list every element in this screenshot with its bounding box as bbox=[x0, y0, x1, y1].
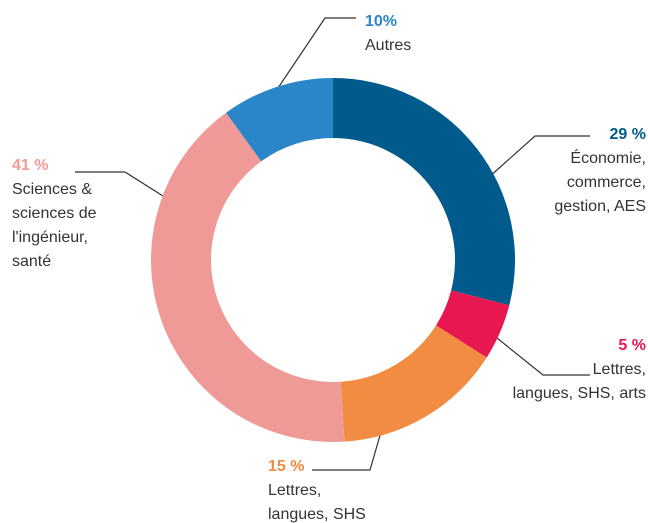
value-label: 5 % bbox=[618, 337, 646, 354]
leader-line bbox=[496, 337, 590, 376]
value-label: 41 % bbox=[12, 157, 48, 174]
value-label: 29 % bbox=[610, 126, 646, 143]
leader-line bbox=[277, 17, 356, 89]
leader-line bbox=[75, 171, 164, 197]
category-label: Sciences & bbox=[12, 181, 92, 198]
value-label: 15 % bbox=[268, 458, 304, 475]
category-label: commerce, bbox=[567, 174, 646, 191]
donut-slice bbox=[340, 325, 487, 442]
category-label: gestion, AES bbox=[554, 198, 646, 215]
leader-line bbox=[312, 424, 384, 471]
category-label: l'ingénieur, bbox=[12, 229, 88, 246]
donut-slice bbox=[226, 78, 333, 162]
category-label: Lettres, bbox=[268, 482, 321, 499]
category-label: Économie, bbox=[570, 148, 646, 167]
donut-slice bbox=[150, 112, 345, 442]
category-label: Lettres, bbox=[593, 361, 646, 378]
leader-line bbox=[487, 135, 590, 179]
donut-slice bbox=[333, 78, 515, 306]
value-label: 10% bbox=[365, 13, 397, 30]
category-label: langues, SHS bbox=[268, 506, 366, 523]
category-label: santé bbox=[12, 253, 51, 270]
category-label: Autres bbox=[365, 37, 411, 54]
category-label: sciences de bbox=[12, 205, 97, 222]
category-label: langues, SHS, arts bbox=[513, 385, 646, 402]
donut-slice bbox=[436, 290, 510, 358]
